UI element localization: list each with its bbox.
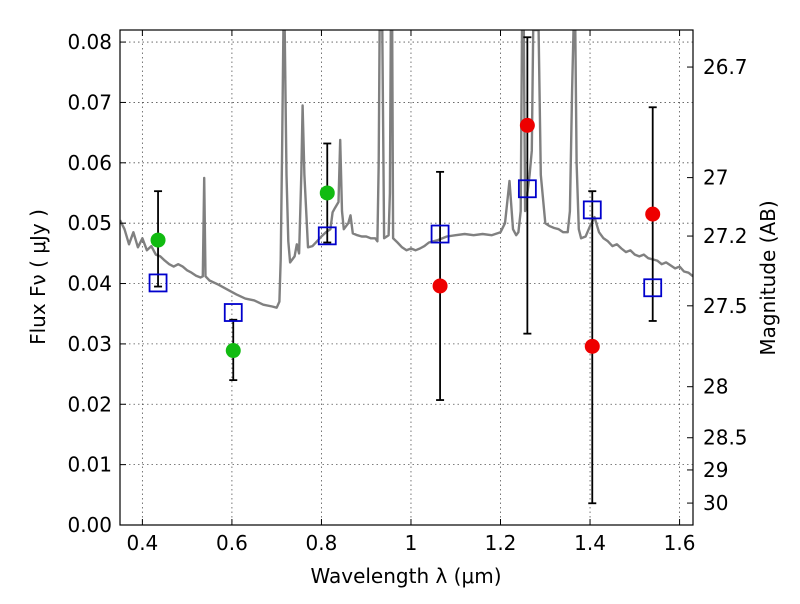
data-point: [519, 117, 535, 133]
y-tick-label: 0.00: [67, 513, 112, 537]
data-point: [517, 179, 537, 199]
y2-tick-label: 29: [703, 458, 728, 482]
marker-layer: [148, 117, 663, 359]
plot-frame: [119, 29, 694, 526]
data-point: [432, 278, 448, 294]
data-point: [148, 273, 168, 293]
y-tick-label: 0.01: [67, 453, 112, 477]
x-tick-label: 1.4: [574, 531, 606, 555]
y-tick-label: 0.04: [67, 272, 112, 296]
x-tick-label: 1: [405, 531, 418, 555]
y2-tick-label: 28: [703, 375, 728, 399]
x-tick-label: 1.6: [664, 531, 696, 555]
y2-tick-label: 27.2: [703, 224, 748, 248]
y2-tick-label: 27: [703, 166, 728, 190]
data-point: [150, 232, 166, 248]
y2-tick-label: 26.7: [703, 55, 748, 79]
data-point: [643, 278, 663, 298]
data-point: [645, 206, 661, 222]
x-tick-label: 0.6: [216, 531, 248, 555]
y-tick-label: 0.03: [67, 332, 112, 356]
x-axis-label: Wavelength λ (μm): [310, 564, 501, 588]
data-point: [582, 200, 602, 220]
y-tick-label: 0.02: [67, 392, 112, 416]
y2-tick-label: 30: [703, 491, 728, 515]
y2-tick-label: 27.5: [703, 294, 748, 318]
y2-tick-label: 28.5: [703, 426, 748, 450]
data-point: [584, 338, 600, 354]
x-tick-label: 0.8: [306, 531, 338, 555]
y-tick-label: 0.08: [67, 30, 112, 54]
y-tick-label: 0.06: [67, 151, 112, 175]
y2-axis-label: Magnitude (AB): [756, 200, 780, 355]
x-tick-label: 0.4: [126, 531, 158, 555]
errorbar-layer: [154, 36, 657, 505]
x-tick-label: 1.2: [485, 531, 517, 555]
data-point: [225, 343, 241, 359]
data-point: [223, 303, 243, 322]
tick-layer: 0.4 0.6 0.8 1 1.2 1.4 1.6 0.00 0.01 0.02 0.03 0.04 0…: [67, 30, 748, 555]
series-layer: [120, 30, 693, 309]
data-point: [317, 226, 337, 246]
y-tick-label: 0.07: [67, 90, 112, 114]
data-point: [430, 224, 450, 244]
y-axis-label: Flux Fν ( μJy ): [26, 209, 50, 345]
data-point: [319, 185, 335, 201]
template-spectrum-line: [120, 30, 693, 309]
y-tick-label: 0.05: [67, 211, 112, 235]
